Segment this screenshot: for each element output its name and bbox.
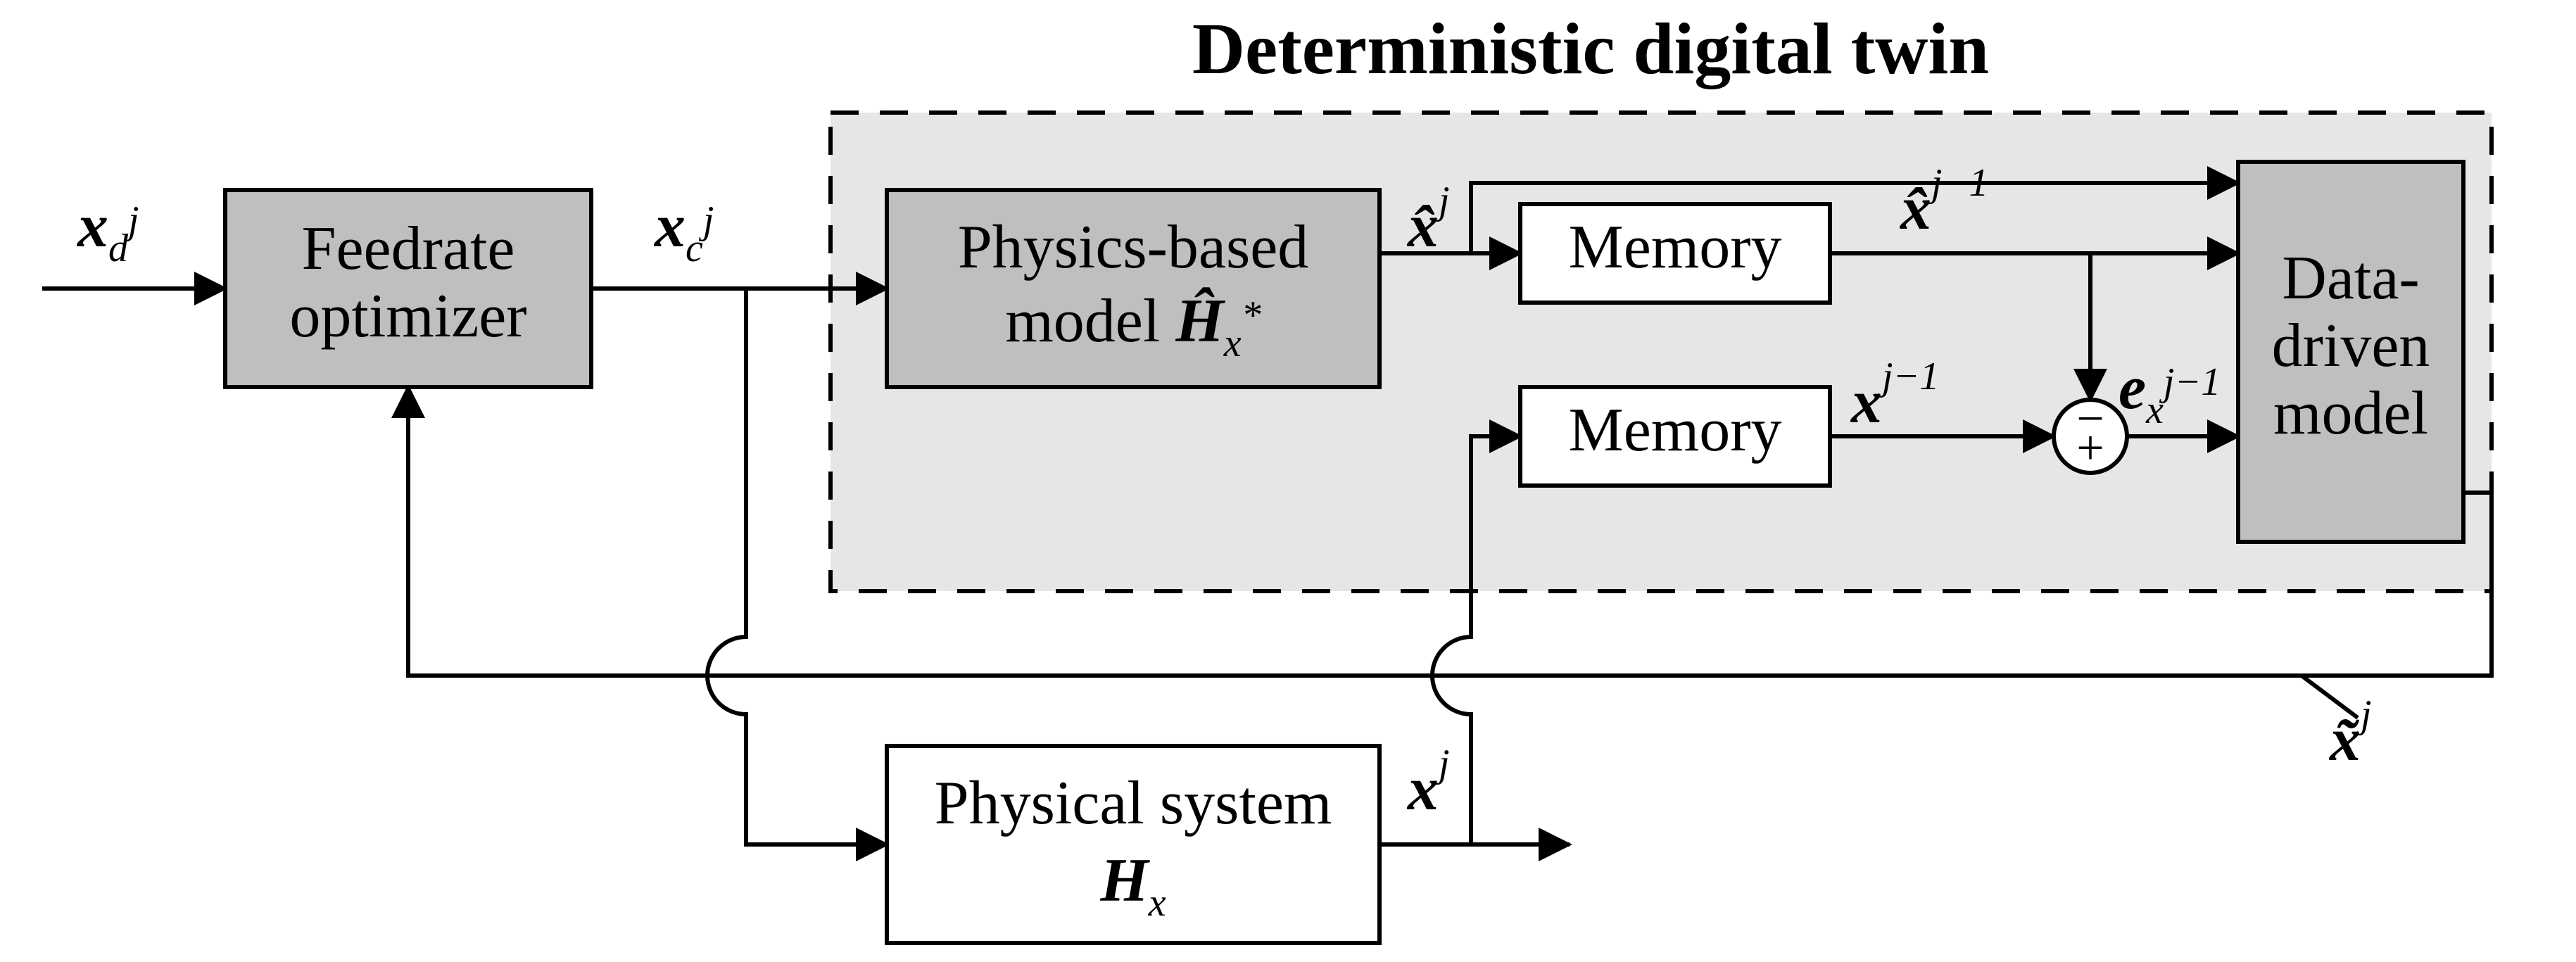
svg-text:Data-: Data- [2282, 244, 2419, 312]
svg-text:+: + [2076, 421, 2104, 475]
svg-text:Memory: Memory [1568, 396, 1781, 464]
signal-xcj: xcj [653, 192, 714, 270]
node-feedrate: Feedrateoptimizer [225, 190, 591, 387]
node-physics: Physics-basedmodel Ĥx* [887, 190, 1379, 387]
svg-text:Memory: Memory [1568, 213, 1781, 281]
signal-xj: xj [1406, 742, 1450, 823]
svg-text:Feedrate: Feedrate [302, 215, 515, 283]
svg-text:optimizer: optimizer [289, 282, 526, 350]
node-datadriven: Data-drivenmodel [2238, 162, 2463, 542]
svg-text:driven: driven [2272, 312, 2430, 380]
node-physical: Physical systemHx [887, 746, 1379, 943]
node-mem1: Memory [1520, 204, 1830, 303]
node-mem2: Memory [1520, 387, 1830, 486]
svg-text:model Ĥx*: model Ĥx* [1005, 287, 1261, 365]
signal-xtilj: x̃j [2328, 692, 2372, 774]
svg-text:Physics-based: Physics-based [958, 213, 1309, 281]
svg-text:Physical system: Physical system [935, 769, 1332, 837]
svg-text:model: model [2273, 379, 2428, 448]
diagram-title: Deterministic digital twin [1192, 8, 1989, 89]
signal-xdj: xdj [76, 192, 139, 270]
